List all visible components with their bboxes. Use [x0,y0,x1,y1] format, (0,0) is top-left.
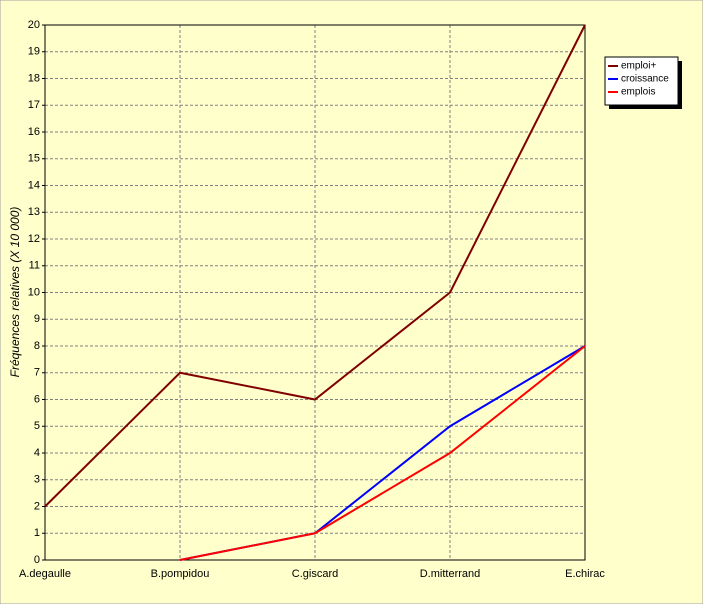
line-series [179,345,586,561]
y-tick-label: 18 [28,72,40,84]
line-series [44,24,586,508]
y-tick-label: 17 [28,99,40,111]
y-tick-label: 3 [34,474,40,486]
y-tick-label: 5 [34,420,40,432]
y-tick-label: 1 [34,527,40,539]
y-tick-label: 14 [28,179,40,191]
y-tick-label: 16 [28,126,40,138]
legend-label: emplois [621,87,655,98]
y-tick-label: 6 [34,393,40,405]
y-tick-label: 0 [34,554,40,566]
plot-frame [44,24,586,561]
y-tick-label: 8 [34,340,40,352]
y-tick-label: 13 [28,206,40,218]
y-tick-label: 2 [34,500,40,512]
x-tick-label: D.mitterrand [420,568,481,580]
y-tick-label: 9 [34,313,40,325]
y-tick-label: 11 [29,260,40,272]
x-tick-label: C.giscard [292,568,338,580]
x-tick-label: E.chirac [565,568,605,580]
y-tick-label: 4 [34,447,40,459]
legend-label: croissance [621,74,669,85]
x-tick-label: A.degaulle [19,568,71,580]
legend-label: emploi+ [621,61,656,72]
y-tick-label: 12 [28,233,40,245]
y-tick-label: 20 [28,19,40,31]
y-axis-label: Fréquences relatives (X 10 000) [8,207,22,378]
y-tick-label: 19 [28,46,40,58]
y-tick-label: 15 [28,153,40,165]
y-tick-label: 10 [28,286,40,298]
x-tick-label: B.pompidou [151,568,210,580]
y-tick-label: 7 [34,367,40,379]
